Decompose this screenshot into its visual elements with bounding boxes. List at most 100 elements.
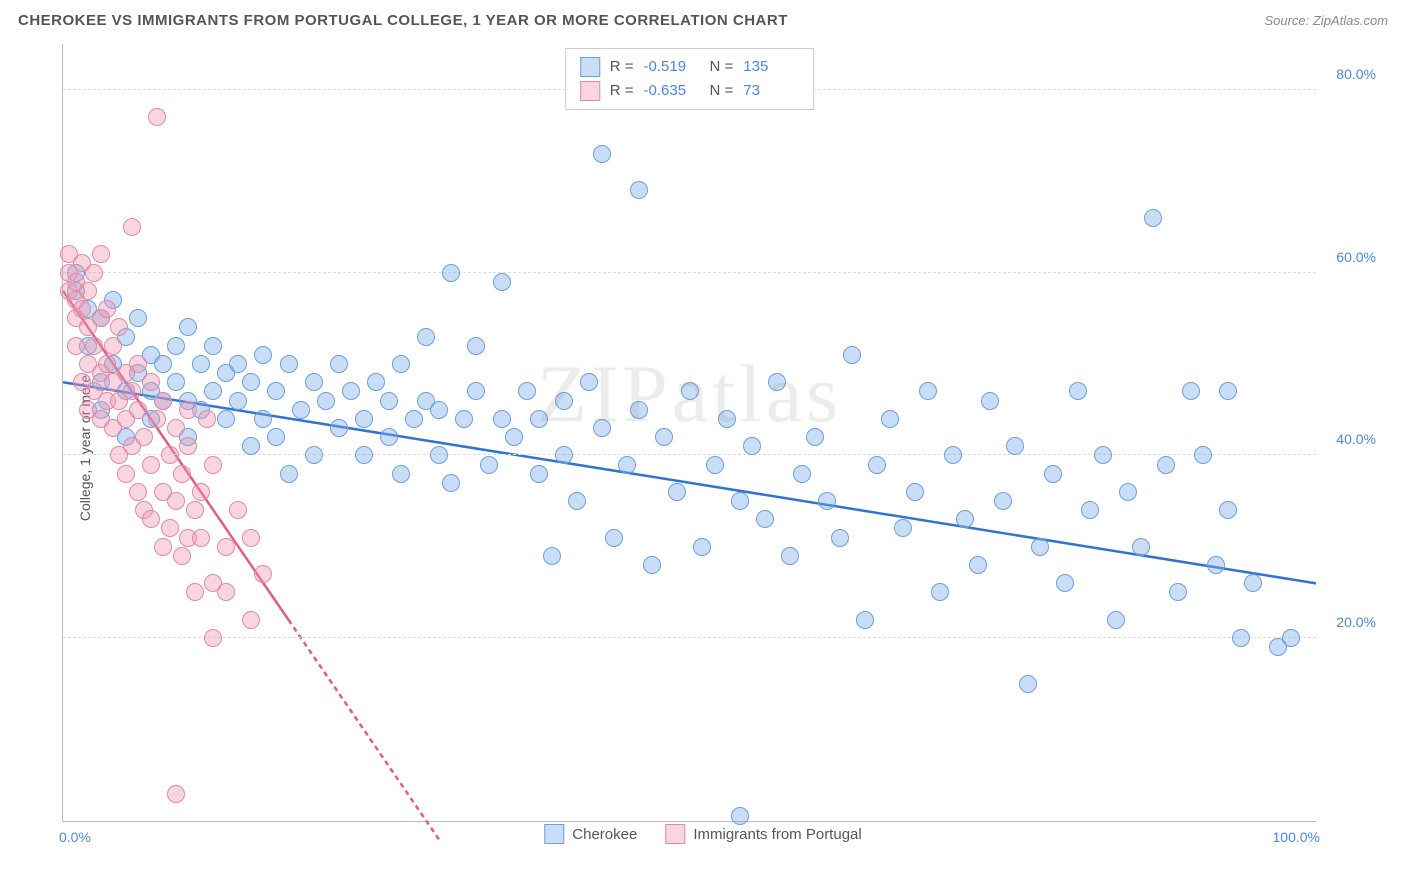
data-point — [981, 392, 999, 410]
data-point — [104, 337, 122, 355]
legend-item-1: Cherokee — [544, 824, 637, 844]
data-point — [267, 428, 285, 446]
data-point — [1081, 501, 1099, 519]
data-point — [204, 337, 222, 355]
data-point — [1169, 583, 1187, 601]
data-point — [179, 401, 197, 419]
chart-title: CHEROKEE VS IMMIGRANTS FROM PORTUGAL COL… — [18, 12, 788, 29]
data-point — [79, 282, 97, 300]
data-point — [1219, 382, 1237, 400]
data-point — [204, 629, 222, 647]
data-point — [1244, 574, 1262, 592]
data-point — [593, 145, 611, 163]
data-point — [254, 346, 272, 364]
data-point — [167, 492, 185, 510]
data-point — [192, 483, 210, 501]
data-point — [668, 483, 686, 501]
data-point — [167, 785, 185, 803]
data-point — [743, 437, 761, 455]
swatch-series-1 — [580, 57, 600, 77]
data-point — [142, 373, 160, 391]
trend-lines — [63, 44, 1316, 821]
data-point — [330, 355, 348, 373]
data-point — [818, 492, 836, 510]
gridline — [63, 637, 1316, 638]
data-point — [643, 556, 661, 574]
data-point — [129, 355, 147, 373]
data-point — [154, 392, 172, 410]
data-point — [430, 401, 448, 419]
data-point — [1132, 538, 1150, 556]
data-point — [85, 337, 103, 355]
data-point — [154, 355, 172, 373]
data-point — [593, 419, 611, 437]
data-point — [167, 419, 185, 437]
data-point — [467, 382, 485, 400]
data-point — [630, 181, 648, 199]
data-point — [530, 465, 548, 483]
data-point — [85, 264, 103, 282]
data-point — [392, 355, 410, 373]
data-point — [530, 410, 548, 428]
data-point — [217, 410, 235, 428]
data-point — [1182, 382, 1200, 400]
data-point — [129, 309, 147, 327]
y-tick-label: 20.0% — [1324, 614, 1376, 630]
data-point — [731, 492, 749, 510]
data-point — [618, 456, 636, 474]
data-point — [480, 456, 498, 474]
data-point — [1044, 465, 1062, 483]
stats-row-2: R = -0.635 N = 73 — [580, 79, 800, 103]
data-point — [355, 410, 373, 428]
data-point — [280, 355, 298, 373]
stats-legend: R = -0.519 N = 135 R = -0.635 N = 73 — [565, 48, 815, 110]
data-point — [142, 456, 160, 474]
data-point — [186, 583, 204, 601]
x-tick-left: 0.0% — [59, 829, 91, 845]
data-point — [681, 382, 699, 400]
data-point — [242, 529, 260, 547]
data-point — [1006, 437, 1024, 455]
data-point — [229, 501, 247, 519]
data-point — [148, 108, 166, 126]
data-point — [493, 410, 511, 428]
n-label: N = — [710, 79, 734, 103]
data-point — [123, 218, 141, 236]
data-point — [1094, 446, 1112, 464]
data-point — [1219, 501, 1237, 519]
legend-label-2: Immigrants from Portugal — [693, 826, 861, 843]
data-point — [756, 510, 774, 528]
data-point — [179, 437, 197, 455]
data-point — [129, 401, 147, 419]
data-point — [305, 373, 323, 391]
data-point — [192, 529, 210, 547]
data-point — [355, 446, 373, 464]
data-point — [161, 446, 179, 464]
data-point — [110, 318, 128, 336]
data-point — [555, 392, 573, 410]
data-point — [229, 355, 247, 373]
n-value-2: 73 — [743, 79, 799, 103]
data-point — [280, 465, 298, 483]
data-point — [580, 373, 598, 391]
data-point — [148, 410, 166, 428]
n-label: N = — [710, 55, 734, 79]
data-point — [505, 428, 523, 446]
data-point — [229, 392, 247, 410]
data-point — [1157, 456, 1175, 474]
r-label: R = — [610, 79, 634, 103]
data-point — [392, 465, 410, 483]
data-point — [417, 328, 435, 346]
data-point — [718, 410, 736, 428]
data-point — [179, 318, 197, 336]
data-point — [342, 382, 360, 400]
data-point — [123, 382, 141, 400]
data-point — [706, 456, 724, 474]
data-point — [161, 519, 179, 537]
data-point — [267, 382, 285, 400]
data-point — [173, 465, 191, 483]
data-point — [380, 428, 398, 446]
r-value-2: -0.635 — [644, 79, 700, 103]
data-point — [1056, 574, 1074, 592]
y-tick-label: 40.0% — [1324, 431, 1376, 447]
